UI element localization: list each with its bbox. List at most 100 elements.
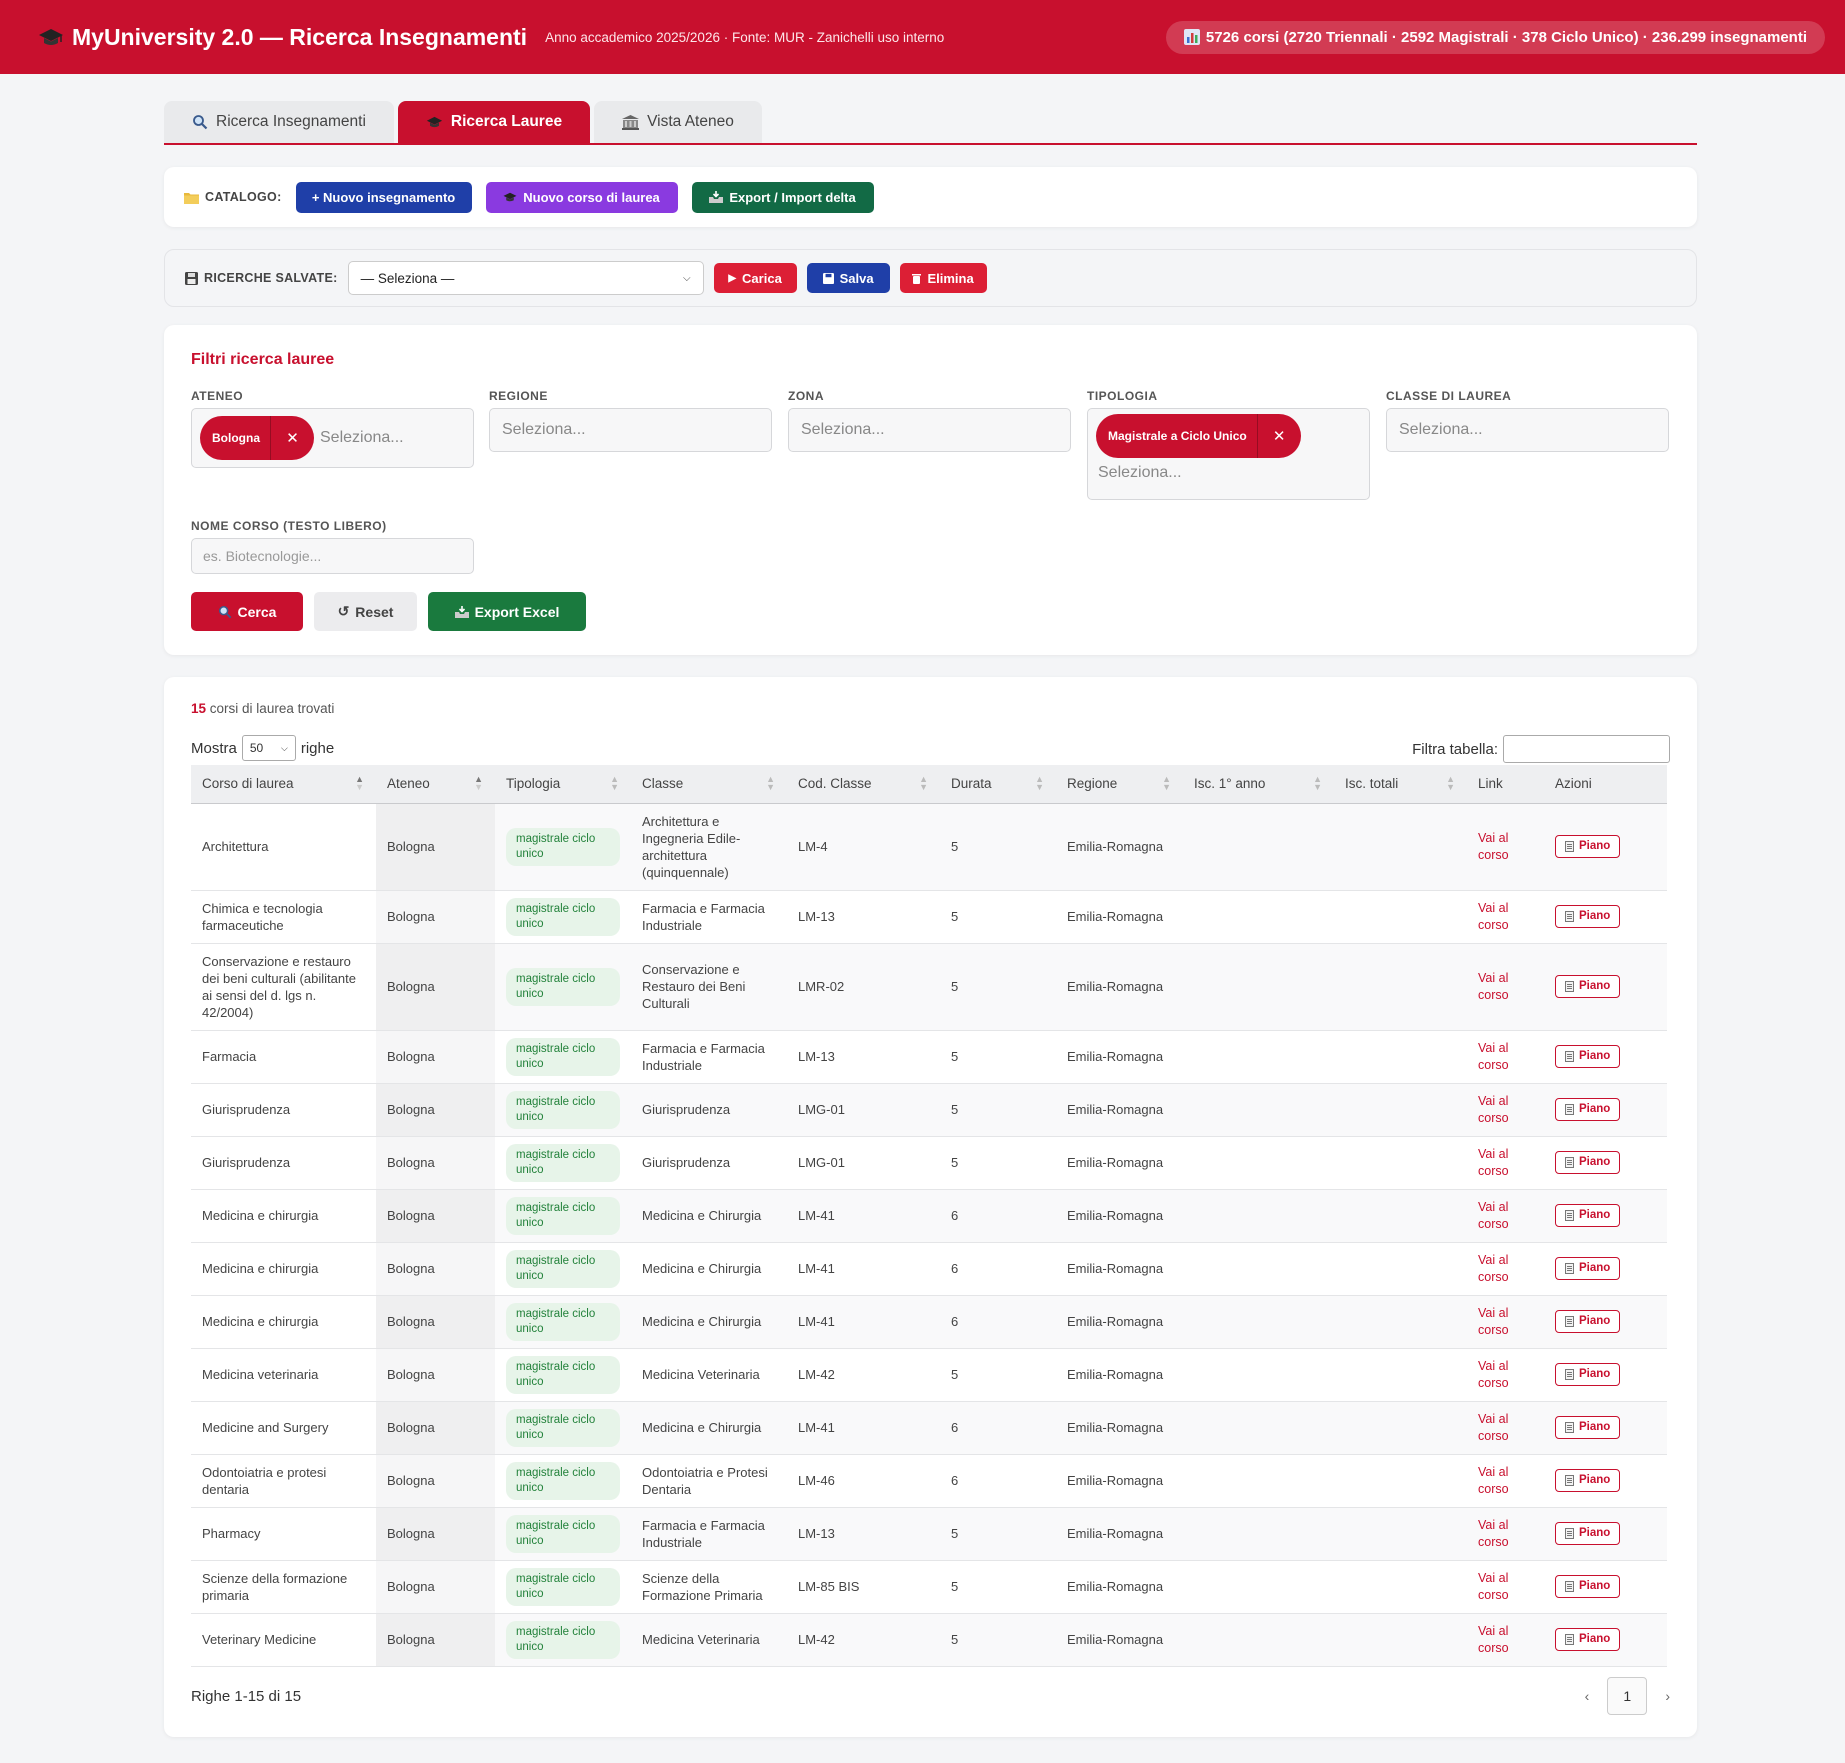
col-header[interactable]: Regione ▲ ▼ xyxy=(1056,765,1183,804)
cell-corso: Pharmacy xyxy=(191,1507,376,1561)
col-header[interactable]: Classe ▲ ▼ xyxy=(631,765,787,804)
app-header: MyUniversity 2.0 — Ricerca Insegnamenti … xyxy=(0,0,1845,74)
course-link[interactable]: Vai al corso xyxy=(1478,1623,1509,1655)
course-link[interactable]: Vai al corso xyxy=(1478,1199,1509,1231)
piano-button[interactable]: Piano xyxy=(1555,1628,1621,1651)
new-degree-button[interactable]: Nuovo corso di laurea xyxy=(485,181,678,213)
cell-azioni: Piano xyxy=(1544,1189,1667,1243)
close-icon[interactable]: ✕ xyxy=(1256,414,1301,458)
document-icon xyxy=(1565,911,1574,922)
course-link[interactable]: Vai al corso xyxy=(1478,1040,1509,1072)
cell-regione: Emilia-Romagna xyxy=(1056,1295,1183,1349)
new-teaching-button[interactable]: + Nuovo insegnamento xyxy=(295,181,472,213)
piano-button[interactable]: Piano xyxy=(1555,1045,1621,1068)
cell-corso: Medicina e chirurgia xyxy=(191,1295,376,1349)
course-link[interactable]: Vai al corso xyxy=(1478,1252,1509,1284)
course-link[interactable]: Vai al corso xyxy=(1478,1464,1509,1496)
col-header[interactable]: Ateneo ▲ ▼ xyxy=(376,765,495,804)
ateneo-multiselect[interactable]: Bologna ✕ Seleziona... xyxy=(191,408,474,468)
cell-isc-primo xyxy=(1183,1242,1334,1296)
saved-search-select[interactable]: — Seleziona — ⌵ xyxy=(347,261,704,295)
course-link[interactable]: Vai al corso xyxy=(1478,830,1509,862)
course-link[interactable]: Vai al corso xyxy=(1478,1570,1509,1602)
piano-button[interactable]: Piano xyxy=(1555,835,1621,858)
col-header[interactable]: Isc. 1° anno ▲ ▼ xyxy=(1183,765,1334,804)
cell-isc-primo xyxy=(1183,1189,1334,1243)
document-icon xyxy=(1565,1157,1574,1168)
tab-ricerca-insegnamenti[interactable]: Ricerca Insegnamenti xyxy=(164,101,394,143)
cell-cod-classe: LM-13 xyxy=(787,890,940,944)
course-link[interactable]: Vai al corso xyxy=(1478,1305,1509,1337)
save-button[interactable]: Salva xyxy=(806,263,890,293)
tipologia-badge: magistrale ciclo unico xyxy=(506,1514,620,1553)
col-header[interactable]: Cod. Classe ▲ ▼ xyxy=(787,765,940,804)
course-link[interactable]: Vai al corso xyxy=(1478,970,1509,1002)
cell-azioni: Piano xyxy=(1544,1030,1667,1084)
cell-cod-classe: LM-13 xyxy=(787,1507,940,1561)
page-button[interactable]: 1 xyxy=(1607,1677,1648,1715)
course-link[interactable]: Vai al corso xyxy=(1478,900,1509,932)
tab-ricerca-lauree[interactable]: Ricerca Lauree xyxy=(397,101,591,143)
piano-button[interactable]: Piano xyxy=(1555,1151,1621,1174)
col-header[interactable]: Corso di laurea ▲ ▼ xyxy=(191,765,376,804)
document-icon xyxy=(1565,1634,1574,1645)
course-link[interactable]: Vai al corso xyxy=(1478,1093,1509,1125)
table-row: Farmacia Bologna magistrale ciclo unico Far… xyxy=(191,1030,1667,1084)
cell-link: Vai al corso xyxy=(1467,1507,1544,1561)
cell-ateneo: Bologna xyxy=(376,1189,495,1243)
cell-durata: 5 xyxy=(940,1613,1056,1667)
tipologia-label: TIPOLOGIA xyxy=(1087,389,1158,403)
cell-isc-primo xyxy=(1183,1030,1334,1084)
col-header[interactable]: Tipologia ▲ ▼ xyxy=(495,765,631,804)
cell-ateneo: Bologna xyxy=(376,1454,495,1508)
piano-button[interactable]: Piano xyxy=(1555,1522,1621,1545)
chevron-left-icon[interactable]: ‹ xyxy=(1584,1688,1590,1704)
classe-select[interactable]: Seleziona... xyxy=(1386,408,1669,452)
piano-button[interactable]: Piano xyxy=(1555,1204,1621,1227)
course-link[interactable]: Vai al corso xyxy=(1478,1358,1509,1390)
col-header[interactable]: Durata ▲ ▼ xyxy=(940,765,1056,804)
reset-button[interactable]: ↺ Reset xyxy=(314,592,417,631)
course-link[interactable]: Vai al corso xyxy=(1478,1146,1509,1178)
cell-corso: Giurisprudenza xyxy=(191,1136,376,1190)
piano-button[interactable]: Piano xyxy=(1555,1416,1621,1439)
piano-button[interactable]: Piano xyxy=(1555,1575,1621,1598)
cell-cod-classe: LM-46 xyxy=(787,1454,940,1508)
main-tabs: Ricerca Insegnamenti Ricerca Lauree Vist… xyxy=(164,101,1697,145)
course-link[interactable]: Vai al corso xyxy=(1478,1411,1509,1443)
piano-button[interactable]: Piano xyxy=(1555,1469,1621,1492)
document-icon xyxy=(1565,1263,1574,1274)
piano-button[interactable]: Piano xyxy=(1555,1257,1621,1280)
cell-isc-primo xyxy=(1183,1560,1334,1614)
piano-button[interactable]: Piano xyxy=(1555,1310,1621,1333)
export-import-button[interactable]: Export / Import delta xyxy=(691,181,874,213)
page-length-select[interactable]: 50 ⌵ xyxy=(241,735,296,761)
zona-select[interactable]: Seleziona... xyxy=(788,408,1071,452)
load-button[interactable]: ▶ Carica xyxy=(713,263,797,293)
course-link[interactable]: Vai al corso xyxy=(1478,1517,1509,1549)
nome-corso-input[interactable]: es. Biotecnologie... xyxy=(191,538,474,574)
piano-button[interactable]: Piano xyxy=(1555,1098,1621,1121)
cell-azioni: Piano xyxy=(1544,1560,1667,1614)
floppy-disk-icon xyxy=(822,272,834,284)
cell-cod-classe: LM-85 BIS xyxy=(787,1560,940,1614)
cell-durata: 5 xyxy=(940,1030,1056,1084)
cell-tipologia: magistrale ciclo unico xyxy=(495,1136,631,1190)
search-button[interactable]: Cerca xyxy=(191,592,303,631)
delete-button[interactable]: Elimina xyxy=(899,263,987,293)
cell-classe: Medicina Veterinaria xyxy=(631,1348,787,1402)
piano-button[interactable]: Piano xyxy=(1555,1363,1621,1386)
close-icon[interactable]: ✕ xyxy=(270,416,314,460)
cell-classe: Odontoiatria e Protesi Dentaria xyxy=(631,1454,787,1508)
cell-corso: Veterinary Medicine xyxy=(191,1613,376,1667)
piano-button[interactable]: Piano xyxy=(1555,905,1621,928)
col-header[interactable]: Isc. totali ▲ ▼ xyxy=(1334,765,1467,804)
export-excel-button[interactable]: Export Excel xyxy=(428,592,586,631)
tipologia-multiselect[interactable]: Magistrale a Ciclo Unico ✕ Seleziona... xyxy=(1087,408,1370,500)
regione-select[interactable]: Seleziona... xyxy=(489,408,772,452)
tab-vista-ateneo[interactable]: Vista Ateneo xyxy=(594,101,762,143)
piano-button[interactable]: Piano xyxy=(1555,975,1621,998)
chevron-right-icon[interactable]: › xyxy=(1665,1688,1670,1704)
table-filter-input[interactable] xyxy=(1503,735,1670,763)
cell-ateneo: Bologna xyxy=(376,943,495,1031)
